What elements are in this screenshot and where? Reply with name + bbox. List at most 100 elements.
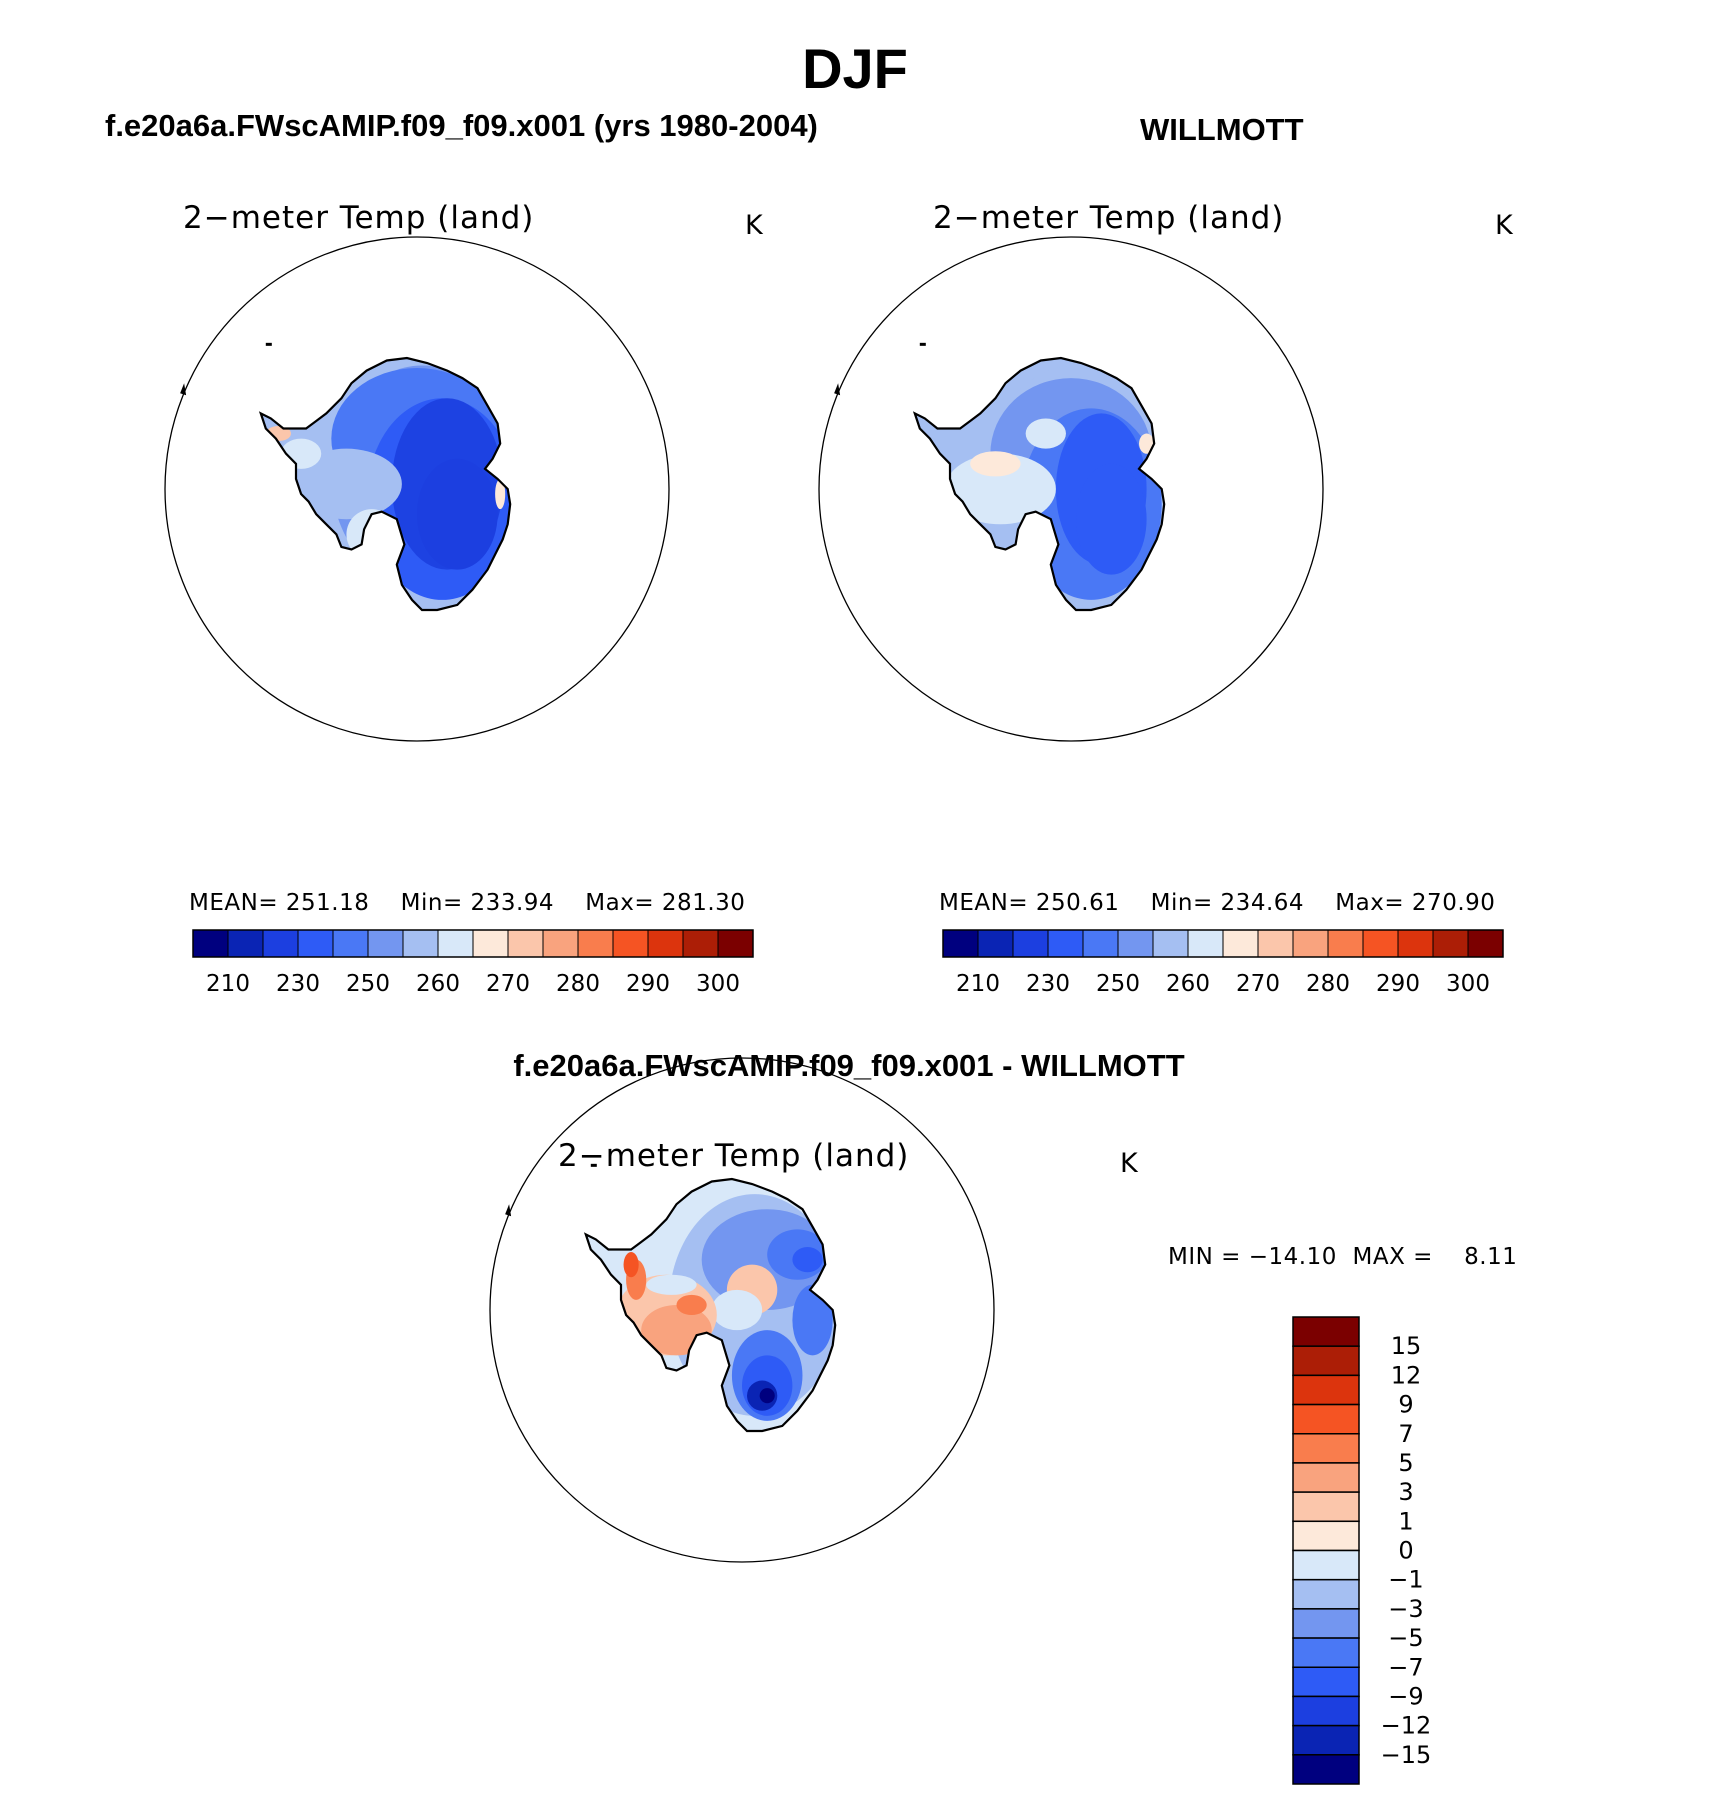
field-region	[646, 1274, 697, 1295]
page-title: DJF	[802, 37, 908, 100]
colorbar-tick-label: 3	[1398, 1478, 1413, 1506]
field-region	[945, 453, 1056, 525]
colorbar-tick-label: −9	[1388, 1682, 1423, 1710]
map-boundary-circle	[489, 1057, 995, 1563]
colorbar-tick-label: −12	[1381, 1712, 1432, 1740]
colorbar-swatch	[1292, 1433, 1360, 1464]
colorbar-swatch	[402, 929, 439, 958]
variable-label-obs: 2−meter Temp (land)	[933, 200, 1285, 236]
colorbar-swatch	[1432, 929, 1469, 958]
colorbar-tick-label: 0	[1398, 1537, 1413, 1565]
field-region	[1076, 463, 1147, 575]
colorbar-swatch	[1467, 929, 1504, 958]
units-label-obs: K	[1495, 210, 1513, 241]
field-region	[1139, 433, 1155, 454]
colorbar-tick-label: −7	[1388, 1653, 1423, 1681]
colorbar-tick-label: 210	[206, 971, 250, 997]
colorbar-tick-label: 230	[1026, 971, 1070, 997]
colorbar-swatch	[1047, 929, 1084, 958]
colorbar-swatch	[1082, 929, 1119, 958]
colorbar-tick-label: 9	[1398, 1391, 1413, 1419]
coastline	[258, 356, 512, 612]
colorbar-swatch	[1292, 1491, 1360, 1523]
colorbar-swatch	[262, 929, 299, 958]
variable-label-diff: 2−meter Temp (land)	[558, 1138, 910, 1174]
colorbar-swatch	[472, 929, 509, 958]
colorbar-swatch	[1292, 1608, 1360, 1639]
colorbar-tick-label: 280	[1306, 971, 1350, 997]
colorbar-tick-label: 12	[1391, 1361, 1422, 1389]
colorbar-tick-label: −1	[1388, 1566, 1423, 1594]
colorbar-tick-label: 280	[556, 971, 600, 997]
panel-title-obs: WILLMOTT	[1140, 112, 1304, 147]
map-boundary-circle	[818, 236, 1324, 742]
colorbar-swatch	[1292, 929, 1329, 958]
colorbar-tick-label: 7	[1398, 1420, 1413, 1448]
colorbar-swatch	[1292, 1637, 1360, 1668]
colorbar-tick-label: 300	[696, 971, 740, 997]
colorbar-swatch	[1292, 1549, 1360, 1581]
colorbar-tick-label: 250	[346, 971, 390, 997]
colorbar-tick-label: 270	[1236, 971, 1280, 997]
coastline	[912, 356, 1166, 612]
field-region	[495, 478, 506, 510]
colorbar-swatch	[297, 929, 334, 958]
field-region	[291, 448, 402, 520]
colorbar-tick-label: 260	[1166, 971, 1210, 997]
colorbar-swatch	[577, 929, 614, 958]
colorbar-swatch	[1292, 1578, 1360, 1610]
units-label-diff: K	[1120, 1148, 1138, 1179]
land-fill-0	[260, 358, 511, 610]
stats-obs: MEAN= 250.61 Min= 234.64 Max= 270.90	[939, 890, 1496, 916]
colorbar-tick-label: −15	[1381, 1741, 1432, 1769]
field-region	[1025, 418, 1066, 449]
colorbar-tick-label: 300	[1446, 971, 1490, 997]
field-region	[346, 509, 397, 560]
colorbar-tick-label: 260	[416, 971, 460, 997]
colorbar-swatch	[977, 929, 1014, 958]
colorbar-tick-label: −5	[1388, 1624, 1423, 1652]
colorbar-tick-label: 230	[276, 971, 320, 997]
panel-title-diff: f.e20a6a.FWscAMIP.f09_f09.x001 - WILLMOT…	[513, 1048, 1185, 1083]
colorbar-swatch	[1117, 929, 1154, 958]
colorbar-swatch	[1327, 929, 1364, 958]
island	[590, 1163, 597, 1167]
polar-map-0	[164, 236, 670, 742]
colorbar-swatch	[1292, 1403, 1360, 1435]
island	[265, 342, 272, 346]
colorbar-swatch	[1292, 1345, 1360, 1377]
colorbar-swatch	[1222, 929, 1259, 958]
colorbar-swatch	[1292, 1316, 1360, 1347]
coastline	[583, 1177, 837, 1433]
units-label-model: K	[745, 210, 763, 241]
colorbar-tick-label: 15	[1391, 1332, 1422, 1360]
field-region	[623, 1252, 639, 1278]
map-boundary-circle	[164, 236, 670, 742]
colorbar-swatch	[612, 929, 649, 958]
colorbar-0: 210 230 250 260 270 280 290 300	[192, 929, 754, 997]
field-region	[417, 458, 498, 570]
colorbar-swatch	[717, 929, 754, 958]
colorbar-1: 210 230 250 260 270 280 290 300	[942, 929, 1504, 997]
colorbar-swatch	[1292, 1724, 1360, 1756]
colorbar-tick-label: 5	[1398, 1449, 1413, 1477]
colorbar-swatch	[682, 929, 719, 958]
colorbar-tick-label: 270	[486, 971, 530, 997]
variable-label-model: 2−meter Temp (land)	[183, 200, 535, 236]
colorbar-swatch	[1362, 929, 1399, 958]
colorbar-tick-label: 290	[626, 971, 670, 997]
polar-map-1	[818, 236, 1324, 742]
field-region	[970, 451, 1021, 477]
colorbar-swatch	[1257, 929, 1294, 958]
stats-diff: MIN = −14.10 MAX = 8.11	[1168, 1244, 1518, 1270]
colorbar-tick-label: 1	[1398, 1507, 1413, 1535]
colorbar-swatch	[507, 929, 544, 958]
field-region	[711, 1289, 763, 1331]
colorbar-tick-label: 250	[1096, 971, 1140, 997]
colorbar-swatch	[1292, 1374, 1360, 1406]
colorbar-swatch	[192, 929, 229, 958]
colorbar-swatch	[1397, 929, 1434, 958]
colorbar-swatch	[367, 929, 404, 958]
colorbar-swatch	[1292, 1666, 1360, 1698]
colorbar-swatch	[227, 929, 264, 958]
